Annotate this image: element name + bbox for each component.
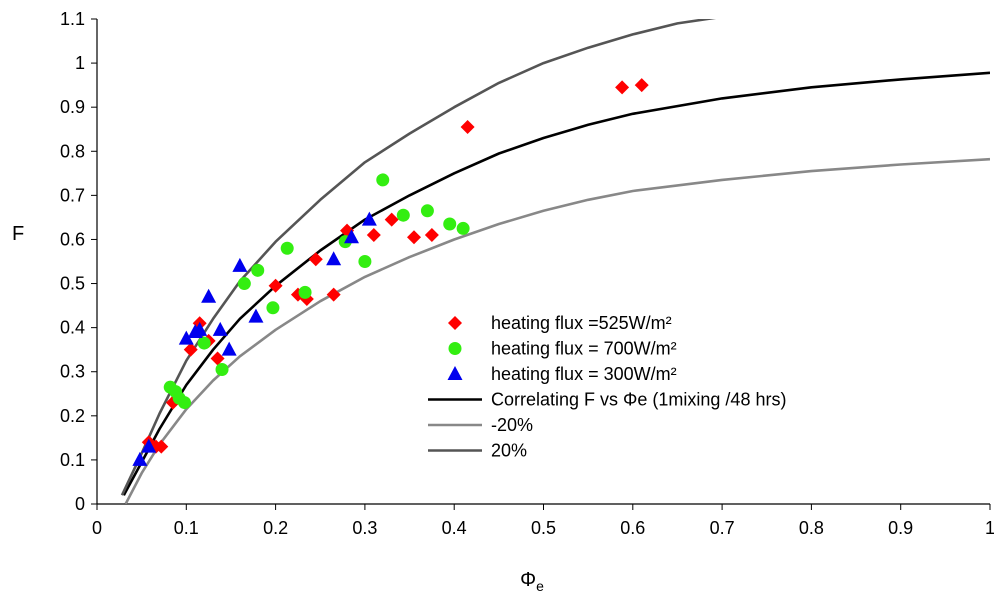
data-point-circle xyxy=(266,301,280,315)
data-point-triangle xyxy=(192,321,208,336)
series-line-path xyxy=(122,71,990,496)
series-layer xyxy=(120,19,990,504)
data-point-diamond xyxy=(407,230,422,245)
legend-label: heating flux = 700W/m² xyxy=(491,339,677,359)
legend-label: 20% xyxy=(491,441,527,461)
legend-label: -20% xyxy=(491,415,533,435)
x-tick-label: 0.4 xyxy=(442,518,467,538)
data-point-triangle xyxy=(201,288,217,303)
series-line-path xyxy=(124,157,990,504)
y-tick-label: 0.2 xyxy=(60,406,85,426)
x-tick-label: 0.5 xyxy=(531,518,556,538)
y-tick-label: 0.5 xyxy=(60,274,85,294)
x-axis-label: Φe xyxy=(520,569,544,594)
data-point-circle xyxy=(376,173,390,187)
data-point-triangle xyxy=(361,211,377,226)
y-tick-label: 1 xyxy=(75,53,85,73)
y-axis-label: F xyxy=(12,223,24,245)
legend-marker xyxy=(448,342,462,355)
data-point-triangle xyxy=(232,257,248,272)
data-point-circle xyxy=(358,255,372,268)
data-point-diamond xyxy=(154,439,169,454)
data-point-triangle xyxy=(178,330,194,345)
data-point-circle xyxy=(237,277,251,291)
data-point-diamond xyxy=(460,120,475,135)
legend-label: heating flux = 300W/m² xyxy=(491,364,677,384)
x-tick-label: 1 xyxy=(985,518,994,538)
x-axis-label-main: Φ xyxy=(520,569,536,591)
x-tick-label: 0.9 xyxy=(888,518,913,538)
y-tick-label: 0.8 xyxy=(60,141,85,161)
legend-label: heating flux =525W/m² xyxy=(491,313,672,333)
data-point-circle xyxy=(215,363,229,377)
y-tick-label: 0.6 xyxy=(60,229,85,249)
y-tick-label: 0.4 xyxy=(60,318,85,338)
x-tick-label: 0.7 xyxy=(710,518,735,538)
legend-item: 20% xyxy=(428,441,527,461)
data-point-circle xyxy=(396,208,410,222)
y-tick-label: 0.7 xyxy=(60,185,85,205)
y-axis: 0 0.1 0.2 0.3 0.4 0.5 0.6 0.7 0.8 0.9 1 1.1 xyxy=(60,9,98,514)
data-point-diamond xyxy=(210,351,225,366)
x-axis-label-subscript: e xyxy=(536,578,544,594)
data-point-circle xyxy=(251,263,265,277)
x-tick-label: 0.1 xyxy=(174,518,199,538)
series-line-4 xyxy=(124,157,990,504)
x-tick-label: 0.3 xyxy=(352,518,377,538)
legend-label: Correlating F vs Φe (1mixing /48 hrs) xyxy=(491,390,786,410)
data-point-circle xyxy=(420,204,434,218)
y-tick-label: 0 xyxy=(75,494,85,514)
data-point-diamond xyxy=(268,278,283,293)
series-line-5 xyxy=(120,19,717,496)
data-point-triangle xyxy=(132,451,148,466)
series-line-path xyxy=(120,19,717,496)
data-point-triangle xyxy=(141,438,157,453)
data-point-diamond xyxy=(424,228,439,243)
series-points-1 xyxy=(163,173,470,410)
y-tick-label: 0.9 xyxy=(60,97,85,117)
data-point-diamond xyxy=(615,80,630,95)
legend: heating flux =525W/m² heating flux = 700W… xyxy=(428,313,786,461)
data-point-triangle xyxy=(344,229,360,244)
x-tick-label: 0.8 xyxy=(799,518,824,538)
legend-item: heating flux =525W/m² xyxy=(448,313,672,333)
legend-marker xyxy=(447,366,463,380)
data-point-circle xyxy=(298,285,312,299)
series-points-2 xyxy=(132,211,377,466)
data-point-triangle xyxy=(221,341,237,356)
legend-item: heating flux = 300W/m² xyxy=(447,364,677,384)
data-point-circle xyxy=(443,217,457,231)
data-point-diamond xyxy=(183,342,198,357)
data-point-triangle xyxy=(248,308,264,323)
x-tick-label: 0.6 xyxy=(620,518,645,538)
data-point-diamond xyxy=(326,287,341,302)
legend-item: -20% xyxy=(428,415,533,435)
y-tick-label: 0.3 xyxy=(60,362,85,382)
data-point-diamond xyxy=(384,212,399,227)
legend-item: heating flux = 700W/m² xyxy=(448,339,677,359)
data-point-triangle xyxy=(326,251,342,266)
y-tick-label: 1.1 xyxy=(60,9,85,29)
data-point-diamond xyxy=(634,78,649,93)
x-tick-label: 0.2 xyxy=(263,518,288,538)
data-point-circle xyxy=(280,241,294,255)
y-tick-label: 0.1 xyxy=(60,450,85,470)
data-point-circle xyxy=(197,336,211,350)
legend-marker xyxy=(448,316,462,330)
x-tick-label: 0 xyxy=(92,518,102,538)
data-point-diamond xyxy=(308,252,323,267)
series-line-3 xyxy=(122,71,990,496)
x-axis: 0 0.1 0.2 0.3 0.4 0.5 0.6 0.7 0.8 0.9 1 xyxy=(92,503,994,538)
data-point-circle xyxy=(178,396,192,410)
data-point-circle xyxy=(456,221,470,235)
data-point-diamond xyxy=(366,228,381,243)
legend-item: Correlating F vs Φe (1mixing /48 hrs) xyxy=(428,390,786,410)
data-point-triangle xyxy=(212,321,228,336)
